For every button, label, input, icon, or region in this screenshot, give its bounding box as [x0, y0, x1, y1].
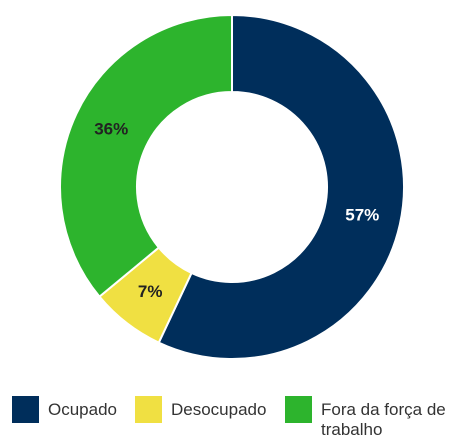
data-label: 7% — [138, 282, 163, 301]
legend-item: Desocupado — [135, 392, 275, 423]
legend-label: Desocupado — [171, 400, 267, 419]
slice — [157, 13, 406, 360]
legend-swatch — [12, 396, 39, 423]
legend-swatch — [135, 396, 162, 423]
chart: 57% 7% 36% — [59, 13, 406, 360]
legend-item: Ocupado — [12, 392, 117, 423]
legend: Ocupado Desocupado Fora da força de trabal… — [0, 392, 464, 440]
data-label: 36% — [94, 120, 128, 139]
legend-item: Fora da força de trabalho — [285, 392, 460, 440]
legend-label: Ocupado — [48, 400, 117, 419]
legend-swatch — [285, 396, 312, 423]
legend-label: Fora da força de trabalho — [321, 400, 446, 439]
data-label: 57% — [345, 206, 379, 225]
slice — [59, 13, 233, 299]
